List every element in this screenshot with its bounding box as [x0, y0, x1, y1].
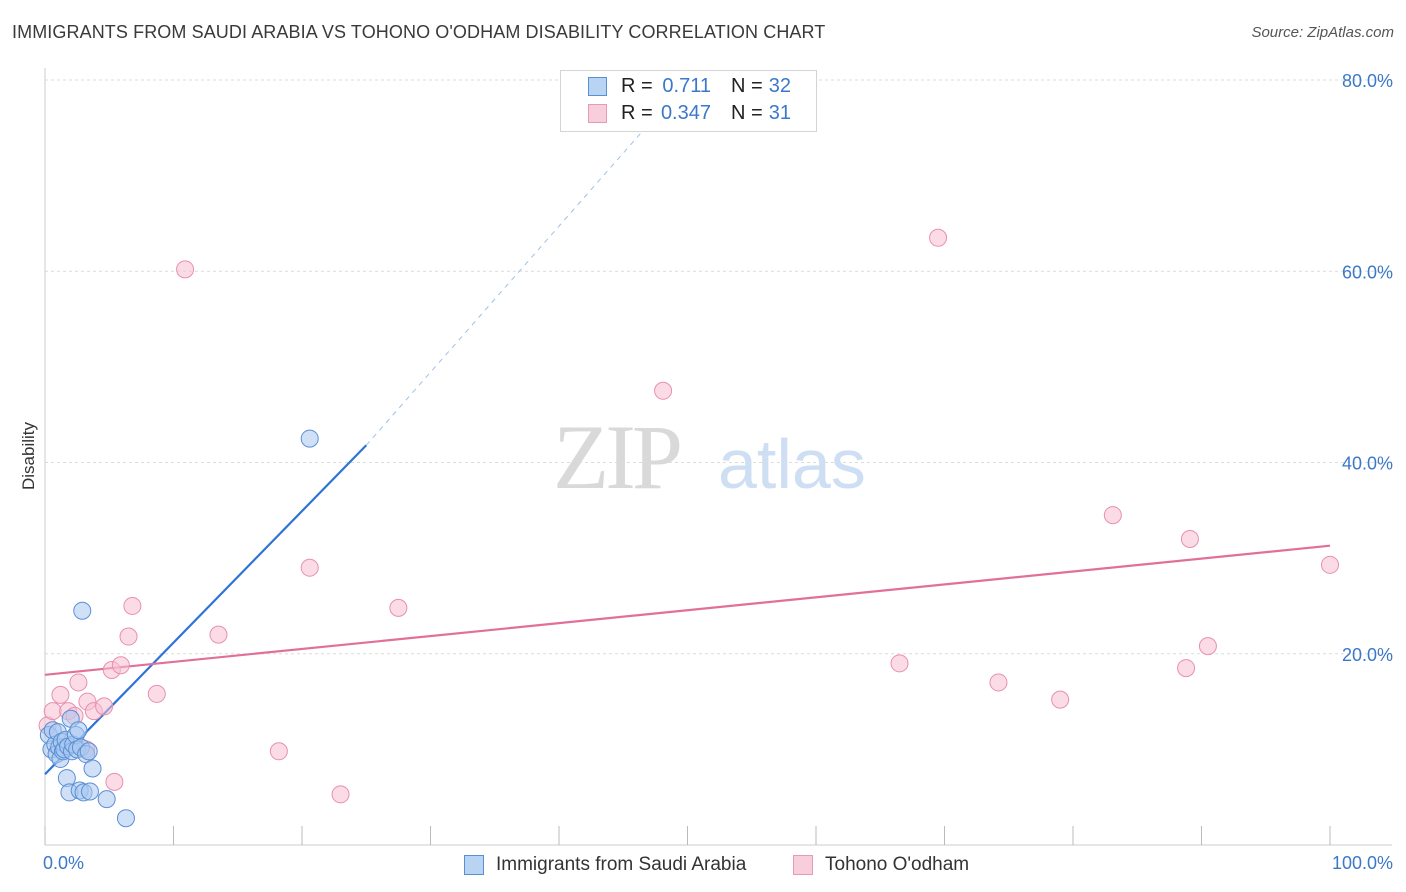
y-tick-label: 40.0%: [1342, 454, 1393, 474]
data-point-tohono-oodham: [95, 697, 114, 716]
data-point-saudi-arabia: [80, 782, 99, 801]
r-label: R =: [621, 75, 653, 97]
legend-label: Tohono O'odham: [825, 854, 970, 875]
blue-swatch: [464, 855, 484, 875]
series-legend: Immigrants from Saudi Arabia Tohono O'od…: [0, 850, 1406, 878]
data-point-saudi-arabia: [83, 759, 102, 778]
stats-row-blue: R = 0.711 N = 32: [561, 74, 816, 100]
data-point-saudi-arabia: [73, 601, 92, 620]
data-point-saudi-arabia: [300, 429, 319, 448]
legend-label: Immigrants from Saudi Arabia: [496, 854, 747, 875]
n-label: N =: [731, 102, 763, 124]
data-point-tohono-oodham: [1051, 690, 1070, 709]
data-point-tohono-oodham: [989, 673, 1008, 692]
data-point-tohono-oodham: [331, 785, 350, 804]
stats-legend: R = 0.711 N = 32 R = 0.347 N = 31: [560, 70, 817, 132]
data-point-tohono-oodham: [123, 596, 142, 615]
trend-line-tohono-oodham: [44, 544, 1331, 676]
data-points: [38, 228, 1339, 828]
data-point-tohono-oodham: [654, 381, 673, 400]
watermark-atlas: atlas: [718, 425, 866, 503]
data-point-tohono-oodham: [119, 627, 138, 646]
data-point-tohono-oodham: [1321, 555, 1339, 574]
n-label: N =: [731, 75, 763, 97]
trend-lines: [44, 79, 1331, 776]
n-value: 32: [768, 75, 791, 97]
data-point-tohono-oodham: [1177, 659, 1196, 678]
data-point-tohono-oodham: [890, 654, 909, 673]
data-point-tohono-oodham: [389, 598, 408, 617]
data-point-tohono-oodham: [43, 702, 62, 721]
data-point-tohono-oodham: [1198, 637, 1217, 656]
r-label: R =: [621, 102, 653, 124]
n-value: 31: [768, 102, 791, 124]
data-point-saudi-arabia: [116, 809, 135, 828]
data-point-tohono-oodham: [929, 228, 948, 247]
data-point-tohono-oodham: [111, 656, 130, 675]
data-point-tohono-oodham: [1103, 506, 1122, 525]
data-point-tohono-oodham: [1180, 530, 1199, 548]
pink-swatch: [793, 855, 813, 875]
chart-title: IMMIGRANTS FROM SAUDI ARABIA VS TOHONO O…: [12, 22, 826, 42]
r-value: 0.347: [660, 102, 711, 124]
pink-swatch: [588, 104, 607, 123]
data-point-saudi-arabia: [79, 742, 98, 761]
data-point-tohono-oodham: [69, 673, 88, 692]
stats-row-pink: R = 0.347 N = 31: [561, 101, 816, 127]
data-point-tohono-oodham: [51, 685, 70, 704]
data-point-tohono-oodham: [209, 625, 228, 644]
trend-line-saudi-arabia-extension: [365, 79, 688, 446]
data-point-saudi-arabia: [97, 790, 116, 809]
data-point-tohono-oodham: [147, 684, 166, 703]
x-tick-label: 0.0%: [43, 853, 84, 873]
data-point-tohono-oodham: [269, 742, 288, 761]
r-value: 0.711: [662, 75, 711, 97]
data-point-saudi-arabia: [69, 721, 88, 740]
blue-swatch: [588, 77, 607, 96]
y-tick-label: 60.0%: [1342, 262, 1393, 282]
trend-line-saudi-arabia: [44, 444, 368, 776]
y-axis-label: Disability: [19, 421, 38, 490]
y-tick-label: 20.0%: [1342, 645, 1393, 665]
watermark: ZIP atlas: [553, 406, 866, 508]
data-point-tohono-oodham: [300, 558, 319, 577]
data-point-tohono-oodham: [176, 260, 195, 279]
y-tick-label: 80.0%: [1342, 71, 1393, 91]
x-tick-label: 100.0%: [1332, 853, 1393, 873]
data-point-tohono-oodham: [105, 772, 124, 791]
watermark-zip: ZIP: [553, 406, 680, 508]
source-label: Source: ZipAtlas.com: [1251, 24, 1394, 41]
axis-labels: 20.0% 40.0% 60.0% 80.0% 0.0% 100.0% Disability: [19, 71, 1393, 873]
